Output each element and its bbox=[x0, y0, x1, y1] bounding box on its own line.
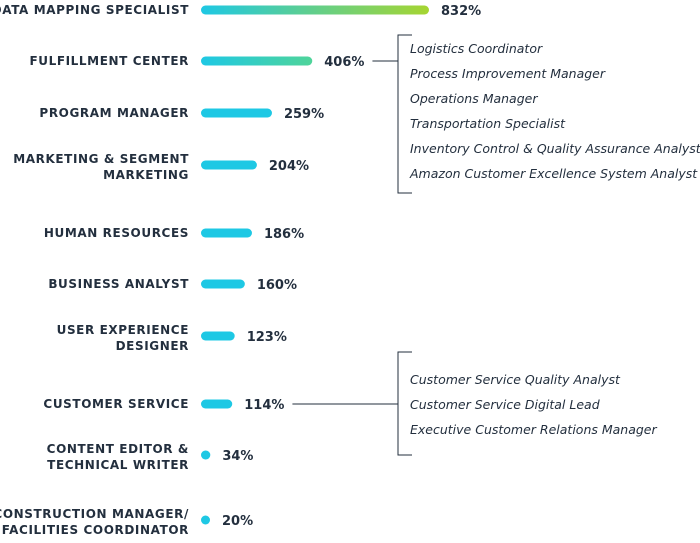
category-label: MARKETING bbox=[103, 168, 189, 182]
category-label: FACILITIES COORDINATOR bbox=[2, 523, 189, 537]
role-label: Customer Service Quality Analyst bbox=[410, 372, 621, 387]
category-label: PROGRAM MANAGER bbox=[39, 106, 189, 120]
category-label: CONSTRUCTION MANAGER/ bbox=[0, 507, 189, 521]
bar bbox=[201, 108, 272, 118]
bar bbox=[201, 331, 235, 341]
role-label: Process Improvement Manager bbox=[410, 66, 606, 81]
value-label: 832% bbox=[441, 4, 481, 19]
value-label: 186% bbox=[264, 227, 304, 242]
bar bbox=[201, 228, 252, 238]
role-label: Transportation Specialist bbox=[410, 116, 566, 131]
value-label: 20% bbox=[222, 514, 253, 529]
bar bbox=[201, 56, 313, 66]
category-label: MARKETING & SEGMENT bbox=[13, 152, 189, 166]
bar bbox=[201, 5, 429, 15]
role-label: Executive Customer Relations Manager bbox=[410, 422, 657, 437]
annotations-group: Logistics Coordinator Process Improvement… bbox=[292, 34, 700, 456]
value-label: 114% bbox=[244, 398, 284, 413]
value-label: 34% bbox=[222, 449, 253, 464]
category-label: DESIGNER bbox=[116, 339, 189, 353]
bar bbox=[201, 279, 245, 289]
category-label: HUMAN RESOURCES bbox=[44, 226, 189, 240]
role-label: Logistics Coordinator bbox=[410, 41, 543, 56]
bars-group: 832% DATA MAPPING SPECIALIST 406% FULFILLME… bbox=[0, 3, 481, 537]
category-label: FULFILLMENT CENTER bbox=[29, 54, 189, 68]
value-label: 204% bbox=[269, 159, 309, 174]
category-label: DATA MAPPING SPECIALIST bbox=[0, 3, 189, 17]
bracket bbox=[397, 351, 412, 456]
role-label: Inventory Control & Quality Assurance An… bbox=[410, 141, 700, 156]
role-label: Amazon Customer Excellence System Analys… bbox=[409, 166, 698, 181]
role-label: Operations Manager bbox=[410, 91, 538, 106]
role-label: Customer Service Digital Lead bbox=[410, 397, 600, 412]
value-label: 160% bbox=[257, 278, 297, 293]
category-label: BUSINESS ANALYST bbox=[48, 277, 189, 291]
bar bbox=[201, 450, 211, 460]
bar bbox=[201, 515, 210, 525]
category-label: CONTENT EDITOR & bbox=[47, 442, 189, 456]
category-label: USER EXPERIENCE bbox=[57, 323, 189, 337]
category-label: TECHNICAL WRITER bbox=[47, 458, 189, 472]
bar bbox=[201, 399, 233, 409]
value-label: 259% bbox=[284, 107, 324, 122]
category-label: CUSTOMER SERVICE bbox=[43, 397, 189, 411]
bracket bbox=[397, 34, 412, 194]
bar bbox=[201, 160, 257, 170]
value-label: 123% bbox=[247, 330, 287, 345]
value-label: 406% bbox=[324, 55, 364, 70]
